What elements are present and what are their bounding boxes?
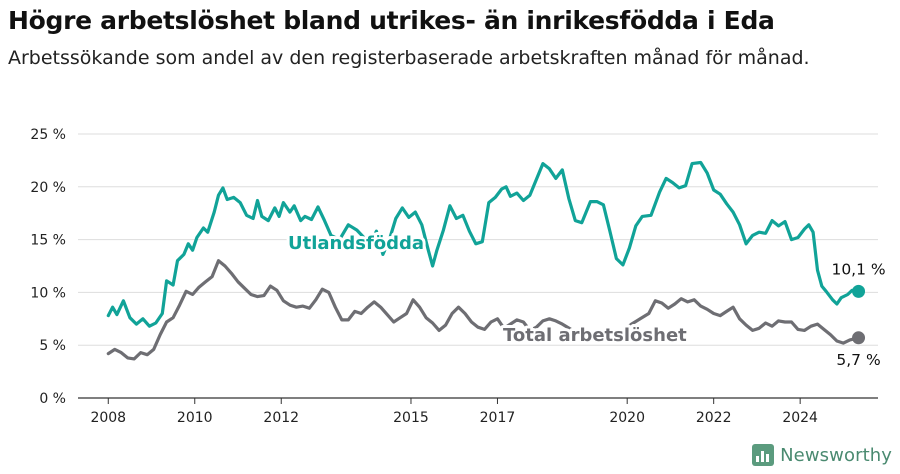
end-value-foreign-born: 10,1 % (831, 260, 885, 278)
series-line-foreign-born (106, 160, 861, 328)
bar-chart-logo-icon (752, 444, 775, 466)
x-axis-ticks: 2008 2010 2012 2015 2017 2020 2022 2024 (90, 398, 818, 426)
y-tick-label: 0 % (39, 391, 66, 407)
x-tick-label: 2020 (609, 410, 645, 426)
end-point-total (852, 331, 866, 345)
x-tick-label: 2015 (393, 410, 429, 426)
newsworthy-brand: Newsworthy (752, 442, 892, 468)
series-line-total (106, 259, 861, 361)
y-tick-label: 25 % (30, 127, 66, 143)
end-point-foreign-born (852, 284, 866, 298)
x-tick-label: 2008 (90, 410, 126, 426)
x-tick-label: 2010 (177, 410, 213, 426)
y-axis-ticks: 0 % 5 % 10 % 15 % 20 % 25 % (30, 127, 66, 407)
x-tick-label: 2017 (480, 410, 516, 426)
series-lines (106, 160, 866, 361)
y-tick-label: 10 % (30, 285, 66, 301)
end-value-total: 5,7 % (836, 351, 880, 369)
y-tick-label: 20 % (30, 180, 66, 196)
series-labels: Utlandsfödda Total arbetslöshet 10,1 % 5,7 … (285, 230, 888, 371)
gridlines (78, 133, 878, 399)
series-label-foreign-born: Utlandsfödda (288, 233, 424, 254)
x-tick-label: 2022 (696, 410, 732, 426)
y-tick-label: 5 % (39, 338, 66, 354)
series-label-total: Total arbetslöshet (503, 325, 687, 346)
x-tick-label: 2012 (263, 410, 299, 426)
chart-title: Högre arbetslöshet bland utrikes- än inr… (8, 6, 775, 35)
brand-name: Newsworthy (780, 444, 892, 466)
chart-subtitle: Arbetssökande som andel av den registerb… (8, 47, 810, 69)
y-tick-label: 15 % (30, 233, 66, 249)
x-tick-label: 2024 (782, 410, 818, 426)
